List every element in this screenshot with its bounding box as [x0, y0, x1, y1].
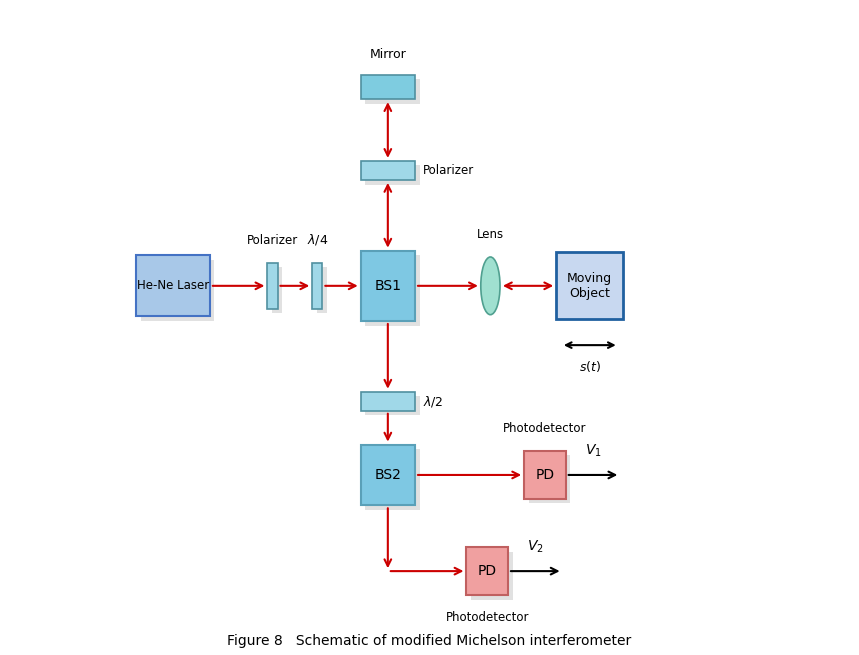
Bar — [361, 75, 415, 100]
Text: PD: PD — [478, 564, 497, 578]
Bar — [365, 396, 419, 415]
Bar — [466, 547, 508, 595]
Text: He-Ne Laser: He-Ne Laser — [137, 279, 210, 292]
Bar — [312, 263, 322, 309]
Bar — [365, 79, 419, 103]
Bar — [528, 455, 570, 504]
Bar — [365, 165, 419, 185]
Bar — [361, 392, 415, 411]
Text: $\lambda$/2: $\lambda$/2 — [423, 394, 443, 409]
Text: Polarizer: Polarizer — [247, 234, 298, 247]
Bar — [361, 445, 415, 506]
Text: $\lambda$/4: $\lambda$/4 — [307, 232, 328, 247]
Bar — [365, 255, 419, 326]
Ellipse shape — [481, 257, 500, 314]
Text: Figure 8   Schematic of modified Michelson interferometer: Figure 8 Schematic of modified Michelson… — [228, 635, 631, 648]
Text: Polarizer: Polarizer — [423, 164, 474, 177]
Text: Mirror: Mirror — [369, 48, 406, 61]
Bar — [361, 251, 415, 321]
Text: Lens: Lens — [477, 228, 504, 241]
Text: $s(t)$: $s(t)$ — [579, 359, 600, 374]
Bar — [267, 263, 277, 309]
Text: BS2: BS2 — [375, 468, 401, 482]
Bar — [137, 255, 210, 316]
Bar — [556, 252, 624, 320]
Text: Photodetector: Photodetector — [503, 422, 587, 435]
Bar — [471, 552, 513, 599]
Text: Photodetector: Photodetector — [446, 611, 529, 624]
Text: $V_1$: $V_1$ — [585, 443, 601, 459]
Text: PD: PD — [535, 468, 554, 482]
Bar — [365, 449, 419, 510]
Bar — [361, 161, 415, 180]
Bar — [271, 267, 282, 313]
Text: BS1: BS1 — [375, 279, 401, 293]
Bar — [524, 451, 566, 499]
Bar — [317, 267, 327, 313]
Text: Moving
Object: Moving Object — [567, 272, 612, 300]
Bar — [141, 260, 215, 321]
Text: $V_2$: $V_2$ — [527, 538, 544, 555]
